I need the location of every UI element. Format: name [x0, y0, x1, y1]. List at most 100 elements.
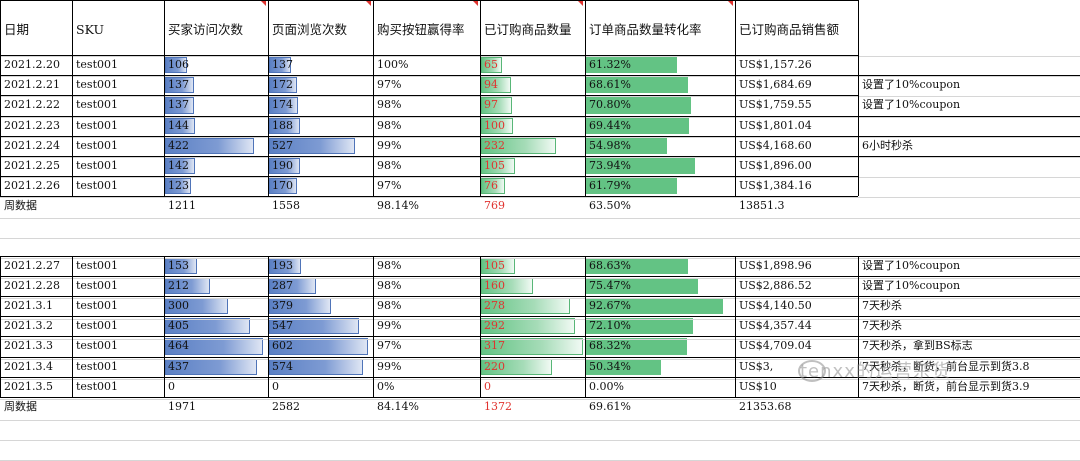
- cell-text: 137: [168, 78, 189, 92]
- cell-text: test001: [76, 58, 118, 71]
- buybox-cell: 99%: [373, 316, 480, 336]
- cell-text: US$1,384.16: [739, 179, 812, 193]
- sales-cell: US$4,140.50: [735, 296, 858, 316]
- visits-cell: 137: [164, 75, 268, 95]
- grid-line: [0, 377, 858, 378]
- table-row: 2021.2.28 test001 212 287 98% 160 75.47% US$2,8…: [0, 276, 1080, 296]
- cell-text: 98%: [377, 258, 402, 272]
- summary-cell: 69.61%: [589, 400, 631, 413]
- buybox-cell: 99%: [373, 136, 480, 156]
- data-bar: [586, 318, 693, 335]
- units-cell: 292: [480, 316, 585, 336]
- sales-cell: US$1,801.04: [735, 116, 858, 136]
- data-bar: [269, 318, 359, 335]
- note-cell: 设置了10%coupon: [862, 258, 961, 272]
- cell-text: test001: [76, 258, 118, 272]
- cell-text: 212: [168, 278, 189, 292]
- cell-text: 75.47%: [589, 278, 631, 292]
- summary-cell: 21353.68: [739, 400, 792, 413]
- grid-line: [0, 156, 858, 157]
- sales-cell: US$1,896.00: [735, 156, 858, 176]
- sales-cell: US$1,157.26: [735, 55, 858, 75]
- cell-text: 220: [484, 359, 505, 373]
- cell-text: 2021.3.3: [4, 339, 53, 353]
- summary-row: 周数据 1971 2582 84.14% 1372 69.61% 21353.68: [0, 397, 1080, 417]
- data-bar: [269, 338, 368, 355]
- grid-line: [735, 255, 736, 397]
- note-cell: 7天秒杀: [862, 319, 902, 333]
- cell-text: 602: [272, 339, 293, 353]
- cell-text: 0%: [377, 379, 395, 393]
- grid-line: [0, 298, 1080, 299]
- sales-cell: US$1,384.16: [735, 176, 858, 196]
- data-bar: [481, 77, 512, 94]
- summary-cell: 63.50%: [589, 199, 631, 213]
- date-cell: 2021.2.28: [0, 276, 72, 296]
- views-cell: 170: [268, 176, 373, 196]
- cell-text: test001: [76, 138, 118, 152]
- conversion-cell: 73.94%: [585, 156, 735, 176]
- cell-text: US$4,357.44: [739, 319, 812, 333]
- cell-text: 278: [484, 299, 505, 312]
- buybox-cell: 98%: [373, 256, 480, 276]
- sku-cell: test001: [72, 316, 164, 336]
- date-cell: 2021.2.21: [0, 75, 72, 95]
- table-row: 2021.2.27 test001 153 193 98% 105 68.63% US$1,8…: [0, 256, 1080, 276]
- units-cell: 97: [480, 95, 585, 115]
- data-bar: [269, 57, 292, 74]
- data-bar: [165, 318, 251, 335]
- date-cell: 2021.2.24: [0, 136, 72, 156]
- header-cell: 买家访问次数: [168, 22, 244, 37]
- grid-line: [0, 276, 858, 277]
- date-cell: 2021.3.4: [0, 357, 72, 377]
- cell-text: 72.10%: [589, 319, 631, 333]
- note-cell: 设置了10%coupon: [862, 78, 961, 92]
- cell-text: 2021.2.23: [4, 118, 60, 132]
- table-row: 2021.2.20 test001 106 137 100% 65 61.32% US$1,1…: [0, 55, 1080, 75]
- grid-line: [858, 397, 1080, 398]
- grid-line: [0, 316, 858, 317]
- cell-text: 65: [484, 58, 498, 71]
- header-cell: 页面浏览次数: [272, 22, 348, 37]
- buybox-cell: 97%: [373, 176, 480, 196]
- conversion-cell: 72.10%: [585, 316, 735, 336]
- cell-text: test001: [76, 78, 118, 92]
- cell-text: 68.32%: [589, 339, 631, 353]
- cell-text: 50.34%: [589, 359, 631, 373]
- cell-text: 2021.3.2: [4, 319, 53, 333]
- units-cell: 105: [480, 256, 585, 276]
- header-cell: 已订购商品数量: [484, 22, 572, 37]
- data-bar: [165, 158, 195, 175]
- note-cell: 设置了10%coupon: [862, 278, 961, 292]
- cell-text: 100%: [377, 58, 409, 71]
- grid-line: [858, 357, 1080, 358]
- cell-text: 2021.2.24: [4, 138, 60, 152]
- views-cell: 527: [268, 136, 373, 156]
- visits-cell: 153: [164, 256, 268, 276]
- summary-cell: 周数据: [4, 199, 37, 213]
- visits-cell: 464: [164, 336, 268, 356]
- date-cell: 2021.3.3: [0, 336, 72, 356]
- note-cell: 6小时秒杀: [862, 138, 913, 152]
- sku-cell: test001: [72, 156, 164, 176]
- grid-line: [858, 336, 1080, 337]
- cell-text: 464: [168, 339, 189, 353]
- data-bar: [481, 117, 514, 134]
- cell-text: 527: [272, 138, 293, 152]
- data-bar: [586, 158, 696, 175]
- cell-text: 73.94%: [589, 159, 631, 172]
- conversion-cell: 0.00%: [585, 377, 735, 397]
- cell-text: 2021.3.4: [4, 359, 53, 373]
- sku-cell: test001: [72, 377, 164, 397]
- cell-text: 137: [272, 58, 293, 71]
- cell-text: 2021.2.25: [4, 159, 60, 172]
- cell-text: 106: [168, 58, 189, 71]
- visits-cell: 422: [164, 136, 268, 156]
- visits-cell: 0: [164, 377, 268, 397]
- table-row: 2021.2.22 test001 137 174 98% 97 70.80% US$1,75…: [0, 95, 1080, 115]
- cell-text: 2021.2.26: [4, 179, 60, 193]
- visits-cell: 405: [164, 316, 268, 336]
- data-bar: [481, 178, 506, 195]
- units-cell: 100: [480, 116, 585, 136]
- table-row: 2021.2.24 test001 422 527 99% 232 54.98% US$4,1…: [0, 136, 1080, 156]
